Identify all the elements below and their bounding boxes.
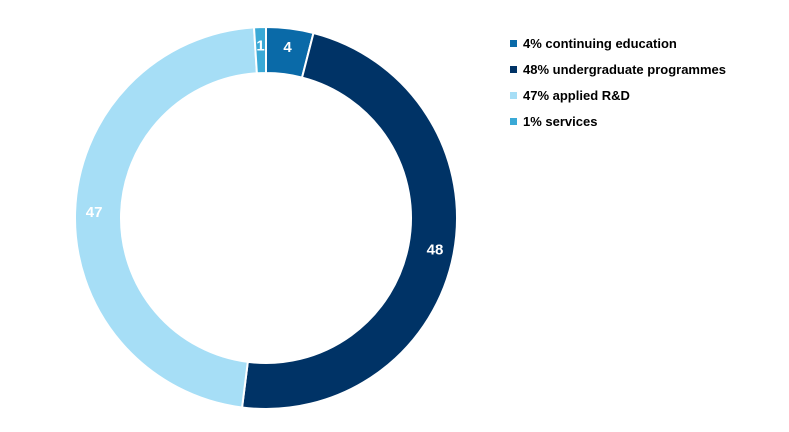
legend: 4% continuing education 48% undergraduate… bbox=[510, 30, 726, 134]
slice-label-0: 4 bbox=[283, 39, 292, 56]
legend-item-1: 48% undergraduate programmes bbox=[510, 56, 726, 82]
slice-label-2: 47 bbox=[86, 204, 103, 221]
legend-label-1: 48% undergraduate programmes bbox=[523, 61, 727, 77]
legend-swatch-0 bbox=[510, 39, 517, 47]
donut-slice-2 bbox=[73, 26, 258, 409]
legend-label-3: 1% services bbox=[523, 113, 598, 129]
donut-slice-1 bbox=[240, 31, 458, 410]
donut-slice-3 bbox=[252, 25, 267, 75]
legend-item-0: 4% continuing education bbox=[510, 30, 726, 56]
slice-label-1: 48 bbox=[427, 242, 444, 259]
legend-label-2: 47% applied R&D bbox=[523, 87, 630, 103]
slice-labels: 4 48 47 1 bbox=[86, 38, 444, 259]
legend-swatch-2 bbox=[510, 91, 517, 99]
slice-label-3: 1 bbox=[256, 38, 264, 55]
legend-label-0: 4% continuing education bbox=[523, 35, 677, 51]
legend-item-3: 1% services bbox=[510, 108, 726, 134]
legend-swatch-1 bbox=[510, 65, 517, 73]
legend-item-2: 47% applied R&D bbox=[510, 82, 726, 108]
donut-slices bbox=[73, 25, 458, 410]
legend-swatch-3 bbox=[510, 117, 517, 125]
